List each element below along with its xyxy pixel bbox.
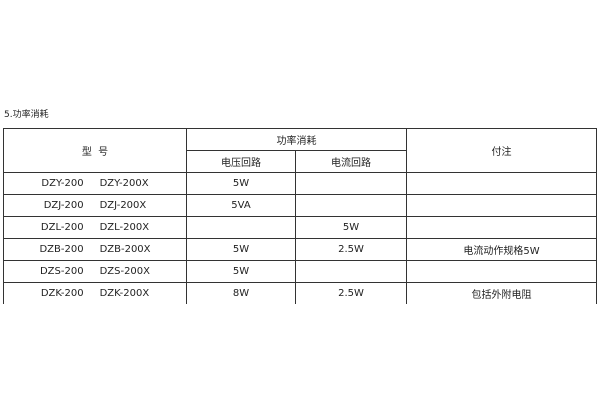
subheader-row: 电压回路 电流回路 [4, 150, 597, 173]
note-cell: 包括外附电阻 [406, 282, 597, 304]
model-a: DZB-200 [39, 244, 84, 255]
power-consumption-table: 型 号 功率消耗 付注 电压回路 电流回路 DZY-200 DZY-200X 5W… [3, 128, 597, 304]
model-cell: DZB-200 DZB-200X [3, 238, 187, 261]
model-a: DZJ-200 [43, 200, 84, 211]
model-b: DZY-200X [99, 178, 149, 189]
note-cell [406, 172, 597, 195]
current-cell [295, 260, 407, 283]
table-row: DZJ-200 DZJ-200X 5VA [3, 194, 597, 217]
section-title: 5.功率消耗 [4, 110, 49, 120]
header-row: 型 号 功率消耗 付注 [3, 128, 597, 173]
model-cell: DZS-200 DZS-200X [3, 260, 187, 283]
header-current-circuit: 电流回路 [295, 150, 407, 173]
table-row: DZK-200 DZK-200X 8W 2.5W 包括外附电阻 [3, 282, 597, 304]
current-cell: 2.5W [295, 282, 407, 304]
model-cell: DZJ-200 DZJ-200X [3, 194, 187, 217]
voltage-cell: 5W [186, 172, 296, 195]
model-a: DZS-200 [39, 266, 84, 277]
model-cell: DZL-200 DZL-200X [3, 216, 187, 239]
voltage-cell [186, 216, 296, 239]
model-b: DZJ-200X [99, 200, 147, 211]
current-cell [295, 194, 407, 217]
voltage-cell: 8W [186, 282, 296, 304]
note-cell: 电流动作规格5W [406, 238, 597, 261]
model-b: DZB-200X [99, 244, 151, 255]
note-cell [406, 194, 597, 217]
table-row: DZY-200 DZY-200X 5W [3, 172, 597, 195]
header-power: 功率消耗 [186, 128, 407, 151]
model-b: DZS-200X [99, 266, 151, 277]
voltage-cell: 5W [186, 260, 296, 283]
model-a: DZK-200 [40, 288, 84, 299]
voltage-cell: 5VA [186, 194, 296, 217]
current-cell: 2.5W [295, 238, 407, 261]
note-cell [406, 260, 597, 283]
model-b: DZK-200X [99, 288, 150, 299]
model-cell: DZK-200 DZK-200X [3, 282, 187, 304]
voltage-cell: 5W [186, 238, 296, 261]
model-a: DZY-200 [41, 178, 84, 189]
table-row: DZL-200 DZL-200X 5W [3, 216, 597, 239]
table-row: DZB-200 DZB-200X 5W 2.5W 电流动作规格5W [3, 238, 597, 261]
model-cell: DZY-200 DZY-200X [3, 172, 187, 195]
model-a: DZL-200 [40, 222, 84, 233]
model-b: DZL-200X [99, 222, 150, 233]
header-note: 付注 [406, 128, 597, 173]
current-cell: 5W [295, 216, 407, 239]
table-row: DZS-200 DZS-200X 5W [3, 260, 597, 283]
note-cell [406, 216, 597, 239]
header-voltage-circuit: 电压回路 [186, 150, 296, 173]
current-cell [295, 172, 407, 195]
header-model: 型 号 [3, 128, 187, 173]
